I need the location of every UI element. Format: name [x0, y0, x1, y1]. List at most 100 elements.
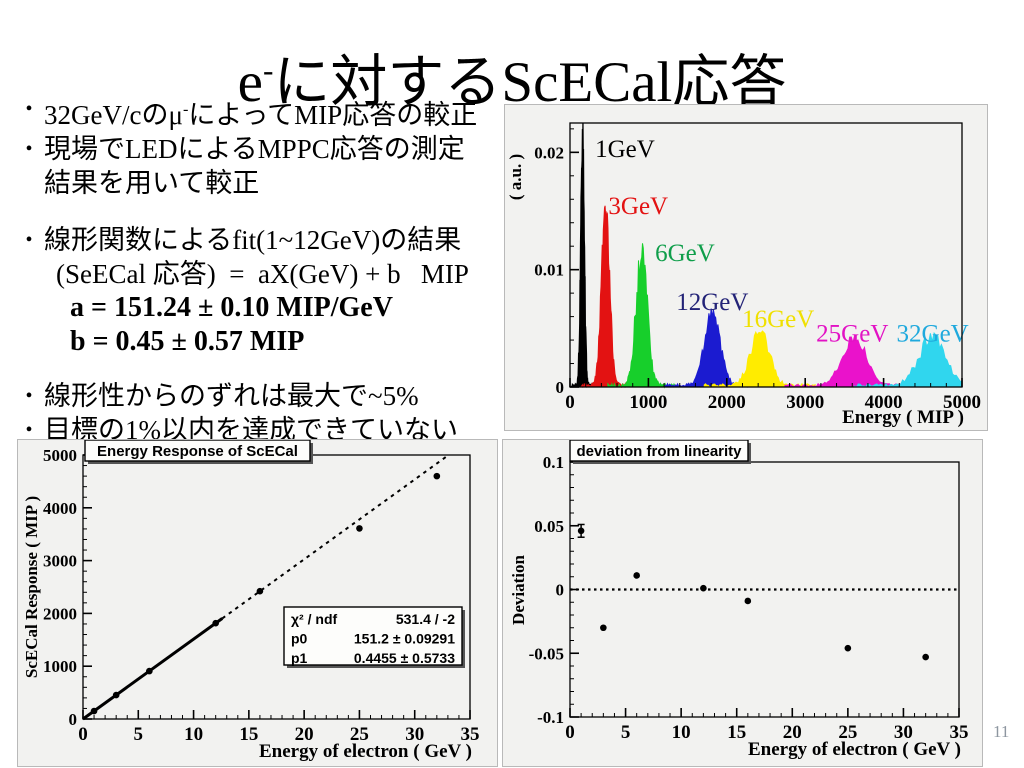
y-tick-label: 0.05	[534, 517, 564, 536]
plot-title-text: deviation from linearity	[576, 443, 742, 460]
y-tick-label: 0	[556, 378, 565, 397]
stats-value: 531.4 / -2	[396, 611, 455, 627]
bullet-led-mppc-line2: 結果を用いて較正	[44, 168, 260, 198]
data-point	[600, 624, 607, 632]
y-axis-title: Deviation	[509, 555, 528, 625]
peak-label-12GeV: 12GeV	[676, 289, 748, 316]
x-tick-label: 15	[239, 724, 258, 745]
bullet-marker: •	[25, 229, 33, 251]
deviation-chart-svg: 0 5 10 15 20 25 30 35 0.1 0.05 0 -0.05 -0.1 Energy of…	[509, 440, 969, 760]
y-tick-label: -0.1	[537, 708, 564, 727]
bullet-text: 現場でLEDによるMPPC応答の測定	[44, 134, 465, 164]
fit-param-b: b = 0.45 ± 0.57 MIP	[70, 326, 305, 357]
energy-response-chart-panel: 0 5 10 15 20 25 30 35 0 1000 2000 3000 4000 5000 Energ…	[17, 439, 498, 767]
x-tick-label: 35	[950, 722, 969, 743]
bullet-text: 線形関数によるfit(1~12GeV)の結果	[44, 225, 462, 255]
plot-frame	[82, 454, 471, 720]
mu-superscript-minus: -	[182, 100, 189, 118]
peak-label-6GeV: 6GeV	[655, 240, 715, 267]
x-tick-label: 25	[350, 724, 369, 745]
y-tick-label: 4000	[43, 499, 77, 518]
plot-title-box	[569, 440, 749, 462]
deviation-chart-panel: 0 5 10 15 20 25 30 35 0.1 0.05 0 -0.05 -0.1 Energy of…	[502, 439, 983, 767]
x-tick-label: 3000	[786, 392, 824, 413]
bullet-list: • 32GeV/cのμ-によってMIP応答の較正 • 現場でLEDによるMPPC…	[14, 92, 514, 447]
data-point	[90, 707, 98, 715]
x-tick-label: 20	[783, 722, 802, 743]
x-tick-label: 0	[565, 392, 575, 413]
x-tick-label: 1000	[629, 392, 667, 413]
y-tick-label: 0.01	[534, 261, 564, 280]
y-axis-title: ( a.u. )	[506, 154, 525, 200]
page-title: e-に対するScECal応答	[0, 42, 1024, 125]
x-tick-label: 5	[134, 724, 144, 745]
plot-frame	[569, 461, 960, 718]
x-tick-label: 10	[672, 722, 691, 743]
plot-title-text: Energy Response of ScECal	[97, 443, 298, 460]
data-point	[356, 525, 363, 532]
x-tick-label: 5000	[943, 392, 981, 413]
y-tick-label: 0	[556, 581, 565, 600]
x-tick-label: 25	[838, 722, 857, 743]
bullet-marker: •	[25, 419, 33, 441]
peak-label-1GeV: 1GeV	[595, 136, 655, 163]
data-point	[577, 527, 585, 535]
peak-label-3GeV: 3GeV	[608, 193, 668, 220]
x-axis-title: Energy of electron ( GeV )	[259, 741, 472, 762]
hist-peak-3GeV	[580, 205, 631, 389]
plot-frame	[569, 122, 963, 388]
bullet-marker: •	[25, 385, 33, 407]
x-tick-label: 20	[295, 724, 314, 745]
page-number: 11	[993, 722, 1010, 741]
stats-value: 0.4455 ± 0.5733	[354, 650, 455, 666]
x-tick-label: 0	[565, 722, 575, 743]
bullet-marker: •	[25, 98, 33, 120]
x-tick-label: 2000	[708, 392, 746, 413]
data-point	[922, 653, 929, 661]
y-tick-label: -0.05	[529, 644, 564, 663]
bullet-text: 線形性からのずれは最大で~5%	[44, 381, 419, 411]
x-axis-title: Energy of electron ( GeV )	[748, 739, 961, 760]
x-tick-label: 30	[405, 724, 424, 745]
x-tick-label: 10	[184, 724, 203, 745]
data-point	[146, 667, 153, 675]
title-text: に対するScECal応答	[273, 51, 787, 115]
title-electron: e	[237, 51, 263, 115]
y-tick-label: 2000	[43, 604, 77, 623]
bullet-mip-calibration: • 32GeV/cのμ-によってMIP応答の較正	[14, 92, 514, 132]
fit-formula: (SeECal 応答) = aX(GeV) + b MIP	[56, 259, 469, 289]
x-tick-label: 0	[78, 724, 88, 745]
y-tick-label: 0.02	[534, 143, 564, 162]
hist-peak-32GeV	[854, 332, 963, 388]
y-axis-title: ScECal Response ( MIP )	[22, 496, 41, 678]
data-point	[744, 597, 752, 605]
title-superscript-minus: -	[262, 53, 274, 89]
energy-spectra-chart-panel: 1GeV 3GeV 6GeV 12GeV 16GeV 25GeV 32GeV 0 1000 200…	[504, 104, 988, 431]
x-tick-label: 35	[461, 724, 480, 745]
peak-label-25GeV: 25GeV	[816, 321, 888, 348]
y-tick-label: 1000	[43, 657, 77, 676]
fit-line-dashed	[221, 453, 450, 620]
fit-param-a: a = 151.24 ± 0.10 MIP/GeV	[70, 292, 393, 323]
y-tick-label: 5000	[43, 446, 77, 465]
hist-peak-1GeV	[570, 122, 595, 388]
data-point	[433, 472, 441, 480]
stats-label: p1	[291, 650, 308, 666]
x-tick-label: 30	[894, 722, 913, 743]
y-tick-label: 0.1	[543, 453, 564, 472]
bullet-text: 32GeV/cのμ-によってMIP応答の較正	[44, 100, 478, 130]
bullet-fit-result: • 線形関数によるfit(1~12GeV)の結果	[14, 223, 514, 257]
x-tick-label: 4000	[865, 392, 903, 413]
stats-value: 151.2 ± 0.09291	[354, 631, 455, 647]
data-point	[633, 572, 640, 579]
data-point	[256, 587, 264, 595]
y-tick-label: 0	[69, 710, 78, 729]
stats-label: χ² / ndf	[291, 611, 337, 627]
x-tick-label: 5	[621, 722, 631, 743]
stats-label: p0	[291, 631, 308, 647]
data-point	[700, 584, 707, 592]
peak-label-16GeV: 16GeV	[742, 306, 814, 333]
x-axis-title: Energy ( MIP )	[842, 407, 964, 428]
